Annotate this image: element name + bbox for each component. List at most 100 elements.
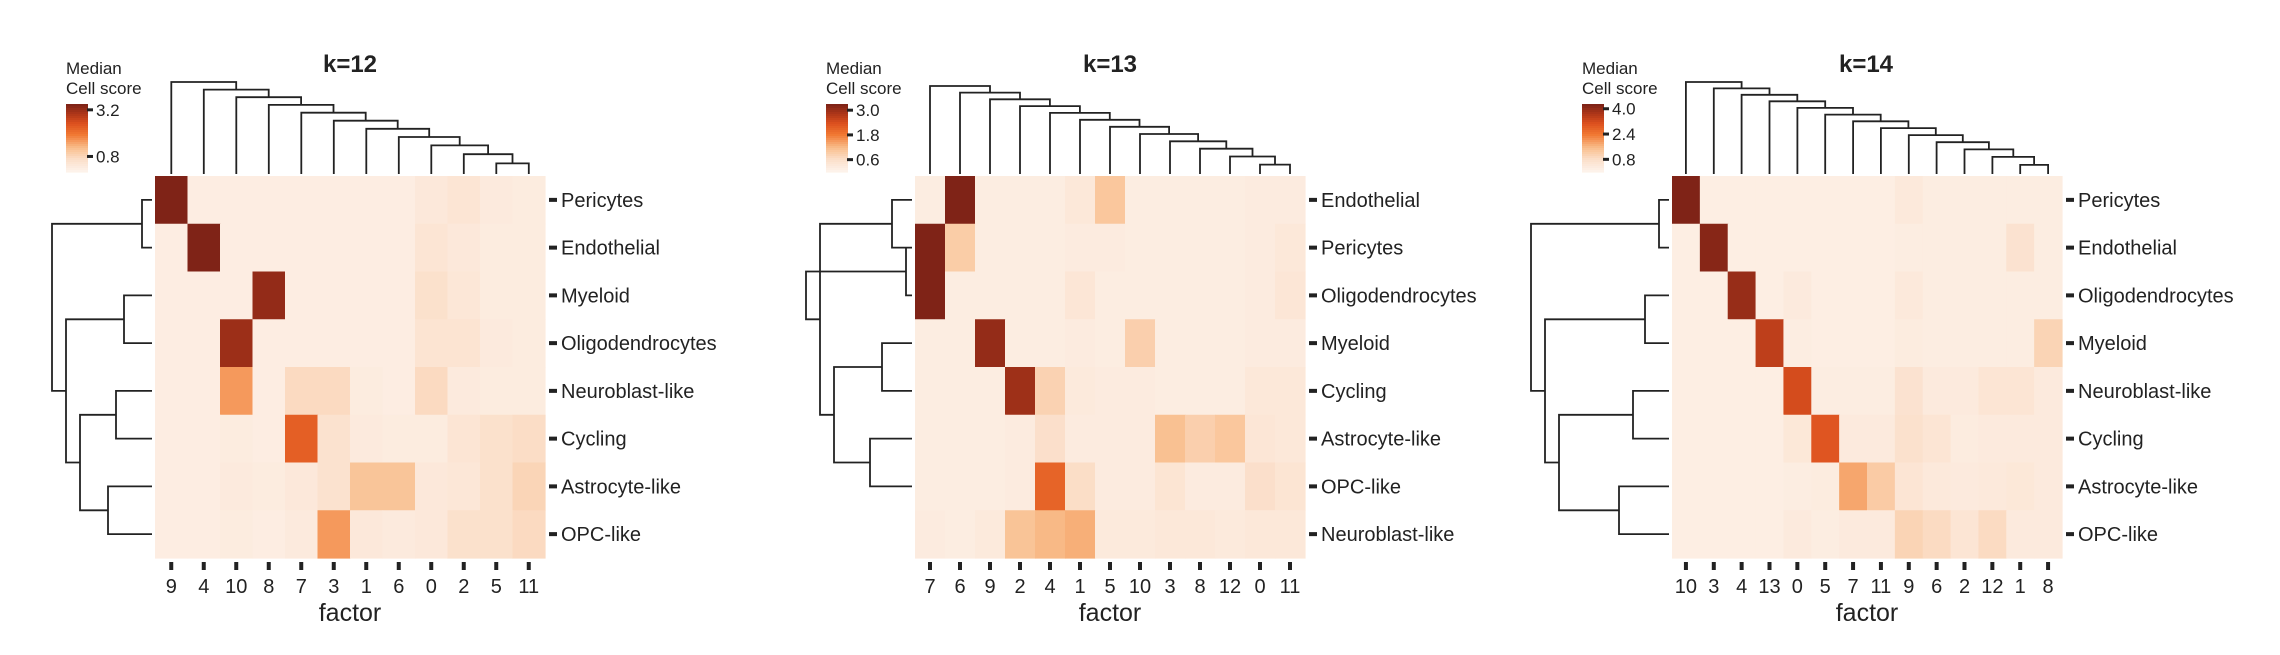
colorbar-tick-label: 1.8 [856,126,880,145]
heatmap-cell [1867,319,1896,368]
row-label: Astrocyte-like [2078,476,2198,498]
column-label: 1 [2015,576,2026,598]
column-dendrogram [170,81,530,174]
colorbar-segment [826,108,848,111]
column-tick [1711,562,1716,570]
colorbar-tick-label: 0.8 [96,147,120,166]
heatmap-cell [1922,223,1952,273]
heatmap-cell [975,223,1006,273]
row-label: Myeloid [561,285,630,307]
row-dendrogram [51,199,152,535]
heatmap-cell [1978,271,2007,320]
colorbar-segment [1582,154,1604,157]
heatmap-cell [1755,510,1785,559]
heatmap-cell [415,319,449,368]
colorbar-tick-label: 2.4 [1612,125,1636,144]
colorbar-segment [826,152,848,155]
column-tick [1739,562,1744,570]
heatmap-cell [1095,176,1126,225]
heatmap-cell [1811,176,1840,225]
column-tick [1906,562,1911,570]
column-tick [1288,562,1292,570]
heatmap-cell [1727,319,1757,368]
heatmap-cell [1065,414,1096,464]
heatmap-cell [945,367,976,416]
colorbar-title-line: Cell score [826,79,902,98]
row-label: Oligodendrocytes [2078,285,2234,307]
colorbar-segment [826,170,848,173]
heatmap-cell [1727,462,1757,511]
heatmap-cell [512,319,546,368]
heatmap-cell [1950,367,1980,416]
colorbar-segment [66,132,88,135]
colorbar-segment [66,108,88,111]
colorbar-segment [1582,164,1604,167]
row-tick [2066,532,2074,537]
column-tick [1878,562,1883,570]
heatmap-cell [155,462,189,511]
heatmap-cell [382,176,416,225]
heatmap-cell [1035,510,1066,559]
colorbar-tick [1603,107,1609,111]
colorbar-segment [1582,158,1604,161]
column-label: 10 [1129,576,1151,598]
colorbar-segment [66,146,88,149]
colorbar-segment [66,148,88,151]
row-label: Pericytes [2078,190,2160,212]
heatmap-cell [285,367,319,416]
row-tick [1309,197,1317,202]
colorbar-tick-label: 3.2 [96,101,120,120]
row-dendrogram [1530,199,1669,535]
heatmap-cell [1755,414,1785,464]
heatmap-cell [447,176,481,225]
column-label: 5 [1820,576,1831,598]
row-tick [549,197,557,202]
column-label: 8 [1194,576,1205,598]
heatmap-cell [1005,367,1036,416]
heatmap-cell [1839,510,1868,559]
heatmap-cell [1185,510,1216,559]
heatmap-cell [187,271,221,320]
column-tick [396,562,401,570]
colorbar-segment [1582,170,1604,173]
row-label: Oligodendrocytes [1321,285,1477,307]
heatmap-cell [975,510,1006,559]
row-label: Endothelial [2078,238,2177,260]
column-label: 3 [1164,576,1175,598]
heatmap-cell [945,510,976,559]
heatmap-cell [1811,223,1840,273]
heatmap-cell [1922,510,1952,559]
heatmap-cell [1755,223,1785,273]
heatmap-cell [1672,223,1701,273]
colorbar-segment [826,114,848,117]
heatmap-cell [975,319,1006,368]
heatmap-cell [1727,223,1757,273]
heatmap-cell [220,223,254,273]
column-tick [429,562,434,570]
colorbar-segment [66,124,88,127]
colorbar-segment [66,142,88,145]
heatmap-cell [1275,510,1306,559]
heatmap-cell [220,367,254,416]
heatmap-cell [1894,414,1924,464]
column-tick [169,562,174,570]
heatmap-cell [187,414,221,464]
heatmap-cell [1894,176,1924,225]
colorbar-tick [1603,132,1609,136]
colorbar-segment [66,112,88,115]
heatmap-cell [1125,414,1156,464]
heatmap-cell [220,176,254,225]
heatmap-cell [317,176,351,225]
column-label: 0 [1254,576,1265,598]
column-tick [988,562,992,570]
colorbar-tick [847,158,853,162]
heatmap-cell [1783,319,1812,368]
colorbar-segment [826,136,848,139]
colorbar-segment [826,118,848,121]
colorbar-segment [826,158,848,161]
colorbar-segment [826,166,848,169]
heatmap-cell [1978,223,2007,273]
heatmap-cell [317,462,351,511]
heatmap-panel-1: k=12 Pericytes Endothelial Myeloid Oligodend… [51,51,717,627]
colorbar-tick [87,108,93,112]
